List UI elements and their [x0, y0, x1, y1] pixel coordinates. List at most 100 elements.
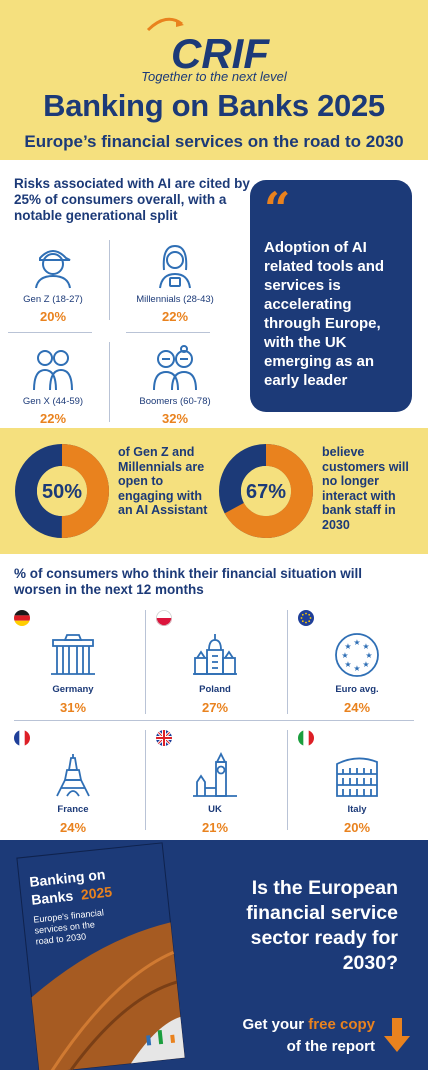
donut-caption: believe customers will no longer interac…: [322, 445, 409, 532]
country-germany: Germany 31%: [8, 610, 138, 720]
millennial-person-icon: [159, 244, 191, 289]
svg-text:★: ★: [365, 651, 372, 660]
donut-chart-bank-staff: 67%: [219, 444, 313, 538]
country-france: France 24%: [8, 730, 138, 840]
eu-flag: [298, 610, 314, 626]
country-uk: UK 21%: [150, 730, 280, 840]
cta-download-link[interactable]: Get your free copy: [190, 1016, 375, 1033]
donut-caption: of Gen Z and Millennials are open to eng…: [118, 445, 208, 517]
country-italy: Italy 20%: [292, 730, 422, 840]
footer-cta-section: Banking on Banks 2025 Europe's financial…: [0, 840, 428, 1070]
crif-logo: CRIF: [146, 17, 270, 74]
svg-text:Banks 2025: Banks 2025: [31, 883, 114, 907]
country-name: Italy: [347, 804, 367, 815]
germany-flag: [14, 610, 30, 626]
country-divider-vertical: [145, 610, 146, 714]
country-name: Poland: [199, 684, 231, 695]
donut-value-label: 67%: [246, 481, 286, 503]
svg-text:★: ★: [341, 651, 348, 660]
quote-box: “ Adoption of AI related tools and servi…: [250, 180, 412, 412]
generation-value: 22%: [161, 309, 189, 324]
donut-hole: [241, 466, 291, 516]
svg-text:★: ★: [362, 642, 369, 651]
country-euro-avg: ★ ★ ★ ★ ★ ★ ★ ★ Euro avg. 24%: [292, 610, 422, 720]
country-value: 31%: [59, 700, 87, 715]
italy-flag: [298, 730, 314, 746]
generation-label: Gen X (44-59): [22, 396, 84, 407]
poland-flag: [156, 610, 172, 626]
donut-chart-gen-z-millennials: 50%: [15, 444, 109, 538]
country-name: Germany: [52, 684, 94, 695]
svg-text:★: ★: [362, 660, 369, 669]
brandenburg-gate-icon: [51, 634, 95, 675]
uk-flag: [156, 730, 172, 746]
tagline: Together to the next level: [141, 69, 287, 84]
report-cover-year: 2025: [80, 883, 113, 902]
country-value: 27%: [201, 700, 229, 715]
header: CRIF Together to the next level Banking …: [0, 0, 428, 160]
generation-millennials: Millennials (28-43) 22%: [122, 240, 228, 324]
crif-logo-text: CRIF: [171, 30, 270, 74]
palace-of-culture-icon: [193, 634, 237, 675]
generation-label: Boomers (60-78): [139, 396, 211, 407]
colosseum-icon: [336, 757, 378, 797]
countries-section: % of consumers who think their financial…: [0, 554, 428, 840]
ai-risk-heading: Risks associated with AI are cited by 25…: [14, 176, 250, 223]
generation-divider-horizontal: [126, 332, 210, 333]
generation-divider-vertical: [109, 342, 110, 422]
donut-hole: [37, 466, 87, 516]
boomers-couple-icon: [153, 345, 197, 391]
country-poland: Poland 27%: [150, 610, 280, 720]
ai-adoption-section: 50% of Gen Z and Millennials are open to…: [0, 428, 428, 554]
country-name: Euro avg.: [335, 684, 379, 695]
quote-mark-icon: “: [264, 182, 291, 236]
gen-z-person-icon: [35, 250, 71, 289]
generation-value: 32%: [161, 411, 189, 426]
cta-suffix[interactable]: of the report: [286, 1038, 375, 1055]
generation-gen-z: Gen Z (18-27) 20%: [0, 240, 106, 324]
page-title: Banking on Banks 2025: [43, 88, 385, 123]
generation-divider-horizontal: [8, 332, 92, 333]
generation-value: 22%: [39, 411, 67, 426]
ai-risk-section: Risks associated with AI are cited by 25…: [0, 160, 428, 428]
country-value: 20%: [343, 820, 371, 835]
generation-value: 20%: [39, 309, 67, 324]
cta-question: Is the European financial service sector…: [246, 877, 398, 974]
svg-text:★: ★: [344, 660, 351, 669]
countries-heading: % of consumers who think their financial…: [14, 566, 363, 597]
gen-x-couple-icon: [33, 350, 73, 391]
generation-divider-vertical: [109, 240, 110, 320]
quote-text: Adoption of AI related tools and service…: [264, 239, 385, 389]
svg-text:★: ★: [344, 642, 351, 651]
donut-value-arc: [219, 444, 313, 538]
page-subtitle: Europe’s financial services on the road …: [24, 132, 404, 151]
eiffel-tower-icon: [56, 754, 90, 797]
svg-text:★: ★: [353, 664, 360, 673]
country-divider-horizontal: [14, 720, 414, 721]
generation-label: Gen Z (18-27): [23, 294, 83, 305]
arrow-down-icon[interactable]: [384, 1018, 410, 1052]
cta-prefix: Get your: [242, 1016, 305, 1033]
donut-value-arc: [15, 444, 109, 538]
report-cover-image[interactable]: Banking on Banks 2025 Europe's financial…: [0, 840, 200, 1070]
svg-text:★: ★: [353, 638, 360, 647]
cta-highlight: free copy: [308, 1016, 375, 1033]
country-name: UK: [208, 804, 222, 815]
country-divider-vertical: [145, 730, 146, 830]
generation-label: Millennials (28-43): [136, 294, 214, 305]
country-divider-vertical: [287, 610, 288, 714]
country-value: 24%: [59, 820, 87, 835]
donut-value-label: 50%: [42, 481, 82, 503]
country-divider-vertical: [287, 730, 288, 830]
big-ben-icon: [193, 752, 237, 797]
eu-stars-icon: ★ ★ ★ ★ ★ ★ ★ ★: [335, 633, 379, 677]
france-flag: [14, 730, 30, 746]
country-value: 21%: [201, 820, 229, 835]
generation-gen-x: Gen X (44-59) 22%: [0, 342, 106, 426]
report-cover-title-line2: Banks: [31, 887, 75, 907]
report-cover-title-line1: Banking on: [29, 866, 106, 890]
generation-boomers: Boomers (60-78) 32%: [122, 342, 228, 426]
country-name: France: [57, 804, 89, 815]
country-value: 24%: [343, 700, 371, 715]
